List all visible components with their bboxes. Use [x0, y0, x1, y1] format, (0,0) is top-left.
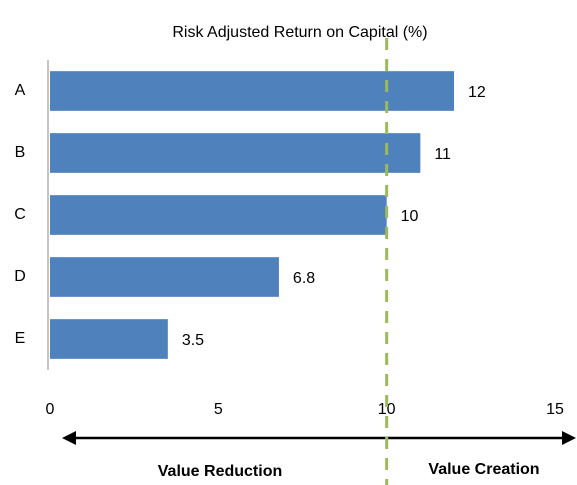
- bar: [50, 195, 387, 235]
- x-tick-label: 0: [46, 401, 55, 418]
- y-tick-label: B: [15, 144, 26, 161]
- bar: [50, 319, 168, 359]
- data-label: 12: [468, 84, 486, 101]
- data-label: 3.5: [182, 332, 204, 349]
- bar: [50, 71, 454, 111]
- data-label: 6.8: [293, 270, 315, 287]
- x-tick-label: 5: [214, 401, 223, 418]
- chart-title: Risk Adjusted Return on Capital (%): [172, 24, 427, 41]
- arrow: [62, 431, 576, 445]
- y-tick-label: C: [14, 206, 26, 223]
- bar: [50, 257, 279, 297]
- annotation: Value Creation: [428, 461, 539, 478]
- y-tick-label: E: [15, 330, 26, 347]
- data-label: 10: [401, 208, 419, 225]
- y-tick-label: D: [14, 268, 26, 285]
- bar: [50, 133, 421, 173]
- data-label: 11: [434, 146, 451, 163]
- x-tick-label: 15: [546, 401, 564, 418]
- x-tick-label: 10: [378, 401, 396, 418]
- annotation: Value Reduction: [158, 463, 282, 480]
- y-tick-label: A: [15, 82, 26, 99]
